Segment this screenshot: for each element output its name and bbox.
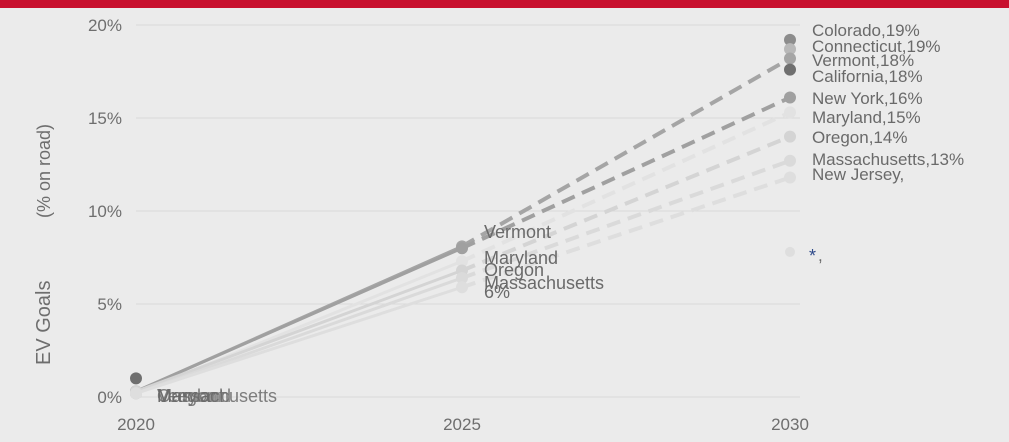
mid-label: Massachusetts	[484, 273, 604, 293]
mid-label: Vermont	[484, 222, 551, 242]
series-point-2030	[784, 130, 796, 143]
end-label: Oregon,14%	[812, 128, 907, 147]
series-point-2030	[784, 171, 796, 184]
series-point-2030	[784, 63, 796, 76]
series-line-dashed	[461, 95, 791, 251]
end-label: New Jersey,	[812, 165, 904, 184]
series-point-2025	[456, 281, 468, 294]
series-point-2020	[130, 372, 142, 385]
star-label: ,	[818, 246, 823, 265]
end-label: Massachusetts,13%	[812, 150, 964, 169]
mid-label: Oregon	[484, 260, 544, 280]
axes: 0% 5% 10% 15% 20% 2020 2025 2030 EV Goals (% on r…	[33, 16, 809, 434]
y-tick-label: 20%	[88, 16, 122, 35]
end-label: New York,16%	[812, 89, 923, 108]
y-tick-label: 5%	[97, 295, 122, 314]
mid-label: Maryland	[484, 248, 558, 268]
series-point-2030	[784, 91, 796, 104]
series-point-2025	[456, 255, 468, 268]
series-line-dashed	[461, 134, 791, 273]
start-label: Vermont	[157, 386, 224, 406]
y-axis-title: EV Goals	[33, 281, 55, 365]
series-lines	[130, 33, 796, 400]
x-tick-label: 2030	[771, 415, 809, 434]
series-point-2025	[456, 271, 468, 284]
x-tick-label: 2025	[443, 415, 481, 434]
top-accent-bar	[0, 0, 1009, 8]
y-tick-label: 10%	[88, 202, 122, 221]
series-line-solid	[135, 246, 463, 393]
star-series-point	[785, 246, 795, 257]
end-label: California,18%	[812, 67, 923, 86]
y-tick-label: 0%	[97, 388, 122, 407]
point-labels: * , Colorado,19%Connecticut,19%Vermont,18%…	[157, 21, 964, 406]
series-line-dashed	[461, 158, 791, 280]
y-tick-label: 15%	[88, 109, 122, 128]
y-axis-unit: (% on road)	[34, 124, 54, 218]
end-label: Connecticut,19%	[812, 37, 941, 56]
end-label: Vermont,18%	[812, 51, 914, 70]
series-point-2030	[784, 154, 796, 167]
start-label: Oregon	[157, 386, 217, 406]
series-line-dashed	[461, 56, 791, 249]
series-point-2025	[456, 242, 468, 255]
start-label: Maryland	[157, 386, 231, 406]
x-tick-label: 2020	[117, 415, 155, 434]
series-point-2030	[784, 106, 796, 119]
star-mark: *	[809, 246, 816, 266]
series-point-2030	[784, 52, 796, 65]
series-point-2020	[130, 387, 142, 400]
gridlines	[136, 24, 800, 398]
series-line-dashed	[461, 175, 791, 290]
series-line-solid	[135, 269, 463, 393]
series-point-2030	[784, 33, 796, 46]
series-line-solid	[135, 285, 463, 395]
end-label: Colorado,19%	[812, 21, 920, 40]
series-line-dashed	[461, 110, 791, 264]
series-point-2030	[784, 43, 796, 56]
mid-label: 6%	[484, 282, 510, 302]
end-label: Maryland,15%	[812, 108, 921, 127]
start-label: Massachusetts	[157, 386, 277, 406]
